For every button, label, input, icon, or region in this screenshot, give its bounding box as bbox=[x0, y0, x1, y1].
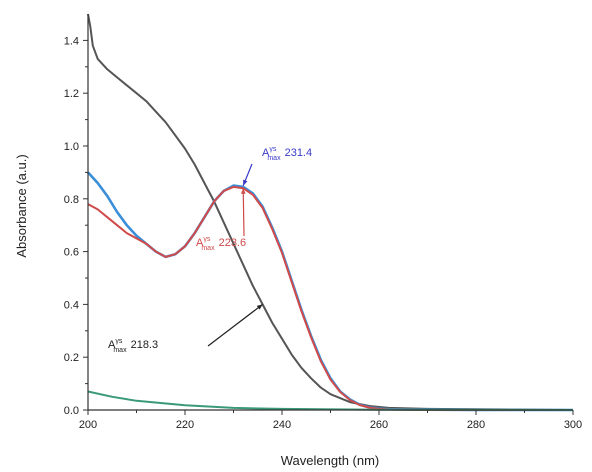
annotation-label: Aγs max 223.6 bbox=[196, 236, 246, 252]
annotation-arrow bbox=[207, 303, 263, 347]
y-tick-label: 1.2 bbox=[64, 88, 79, 100]
y-tick-label: 0.0 bbox=[64, 405, 79, 417]
y-tick-label: 0.2 bbox=[64, 352, 79, 364]
series-line-1 bbox=[87, 13, 574, 411]
annotation-label: Aγs max 218.3 bbox=[108, 338, 158, 354]
y-tick-label: 1.4 bbox=[64, 35, 79, 47]
annotation-2: Aγs max 223.6 bbox=[196, 188, 246, 252]
x-tick-label: 200 bbox=[79, 419, 97, 431]
annotation-value: 231.4 bbox=[285, 147, 313, 159]
annotation-layer: Aγs max 231.4 Aγs max 223.6 Aγs max 218.3 bbox=[108, 146, 312, 354]
annotation-sup: γs bbox=[269, 146, 277, 153]
annotation-sub: max bbox=[201, 245, 215, 252]
x-tick-label: 220 bbox=[176, 419, 194, 431]
series-line-3 bbox=[87, 185, 573, 411]
annotation-value: 218.3 bbox=[131, 339, 159, 351]
annotation-sup: γs bbox=[115, 338, 123, 345]
y-tick-label: 0.6 bbox=[64, 247, 79, 259]
x-axis-label: Wavelength (nm) bbox=[281, 453, 380, 468]
annotation-label: Aγs max 231.4 bbox=[262, 146, 312, 162]
annotation-sub: max bbox=[113, 347, 127, 354]
annotation-arrow bbox=[242, 188, 245, 237]
y-tick-label: 1.0 bbox=[64, 141, 79, 153]
y-axis-label: Absorbance (a.u.) bbox=[14, 154, 29, 257]
y-tick-label: 0.8 bbox=[64, 194, 79, 206]
annotation-3: Aγs max 218.3 bbox=[108, 303, 263, 354]
annotation-sub: max bbox=[267, 155, 281, 162]
x-tick-label: 240 bbox=[273, 419, 291, 431]
annotation-arrowhead bbox=[256, 304, 263, 310]
annotation-1: Aγs max 231.4 bbox=[242, 146, 312, 186]
x-tick-label: 280 bbox=[467, 419, 485, 431]
annotation-arrowhead bbox=[243, 179, 248, 186]
annotation-main: A bbox=[262, 147, 270, 159]
annotation-value: 223.6 bbox=[219, 237, 247, 249]
annotation-arrowhead bbox=[240, 188, 246, 194]
axes-layer: 200 220 240 260 280 300 0.0 0.2 0.4 0.6 0.8 1.0 1.2 1… bbox=[64, 14, 582, 431]
annotation-main: A bbox=[108, 339, 116, 351]
annotation-main: A bbox=[196, 237, 204, 249]
x-tick-label: 300 bbox=[564, 419, 582, 431]
x-tick-label: 260 bbox=[370, 419, 388, 431]
annotation-sup: γs bbox=[203, 236, 211, 243]
y-tick-label: 0.4 bbox=[64, 299, 79, 311]
